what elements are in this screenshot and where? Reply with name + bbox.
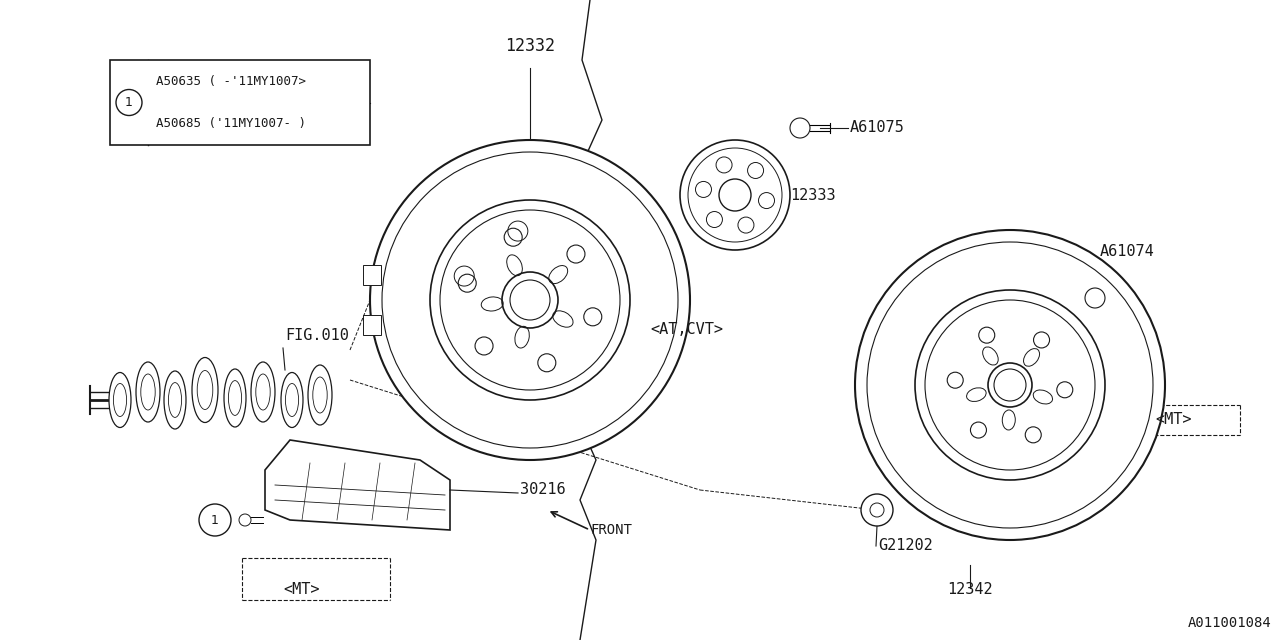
Circle shape (970, 422, 987, 438)
Text: FIG.010: FIG.010 (285, 328, 349, 342)
Circle shape (584, 308, 602, 326)
Circle shape (695, 182, 712, 198)
Bar (364, 315, 381, 335)
Text: A011001084: A011001084 (1188, 616, 1272, 630)
Circle shape (1025, 427, 1041, 443)
Text: 1: 1 (211, 513, 219, 527)
Circle shape (239, 514, 251, 526)
Circle shape (475, 337, 493, 355)
Circle shape (567, 245, 585, 263)
Circle shape (1085, 288, 1105, 308)
Ellipse shape (192, 358, 218, 422)
Circle shape (707, 211, 722, 227)
Circle shape (1033, 332, 1050, 348)
Circle shape (988, 363, 1032, 407)
Circle shape (370, 140, 690, 460)
Circle shape (759, 193, 774, 209)
Text: 30216: 30216 (520, 483, 566, 497)
Circle shape (979, 327, 995, 343)
Text: 1: 1 (125, 96, 133, 109)
Text: 12333: 12333 (790, 188, 836, 202)
Text: G21202: G21202 (878, 538, 933, 554)
Circle shape (748, 163, 764, 179)
Text: A50685 ('11MY1007- ): A50685 ('11MY1007- ) (156, 117, 306, 131)
Circle shape (790, 118, 810, 138)
Text: 12332: 12332 (506, 37, 556, 55)
Circle shape (716, 157, 732, 173)
Text: 12342: 12342 (947, 582, 993, 598)
Text: <AT,CVT>: <AT,CVT> (650, 323, 723, 337)
Circle shape (861, 494, 893, 526)
Circle shape (198, 504, 230, 536)
Circle shape (116, 90, 142, 115)
Circle shape (739, 217, 754, 233)
Ellipse shape (109, 372, 131, 428)
Circle shape (855, 230, 1165, 540)
Circle shape (538, 354, 556, 372)
Text: A61075: A61075 (850, 120, 905, 136)
Polygon shape (265, 440, 451, 530)
Circle shape (504, 228, 522, 246)
Ellipse shape (164, 371, 186, 429)
Ellipse shape (308, 365, 332, 425)
Text: FRONT: FRONT (590, 523, 632, 537)
Ellipse shape (282, 372, 303, 428)
Bar (110, 60, 370, 145)
Circle shape (680, 140, 790, 250)
Circle shape (502, 272, 558, 328)
Circle shape (947, 372, 964, 388)
Text: <MT>: <MT> (1155, 413, 1192, 428)
Bar (364, 265, 381, 285)
Circle shape (1057, 382, 1073, 398)
Circle shape (719, 179, 751, 211)
Text: <MT>: <MT> (284, 582, 320, 598)
Ellipse shape (136, 362, 160, 422)
Ellipse shape (224, 369, 246, 427)
Text: A61074: A61074 (1100, 244, 1155, 259)
Circle shape (458, 274, 476, 292)
Text: A50635 ( -'11MY1007>: A50635 ( -'11MY1007> (156, 75, 306, 88)
Ellipse shape (251, 362, 275, 422)
